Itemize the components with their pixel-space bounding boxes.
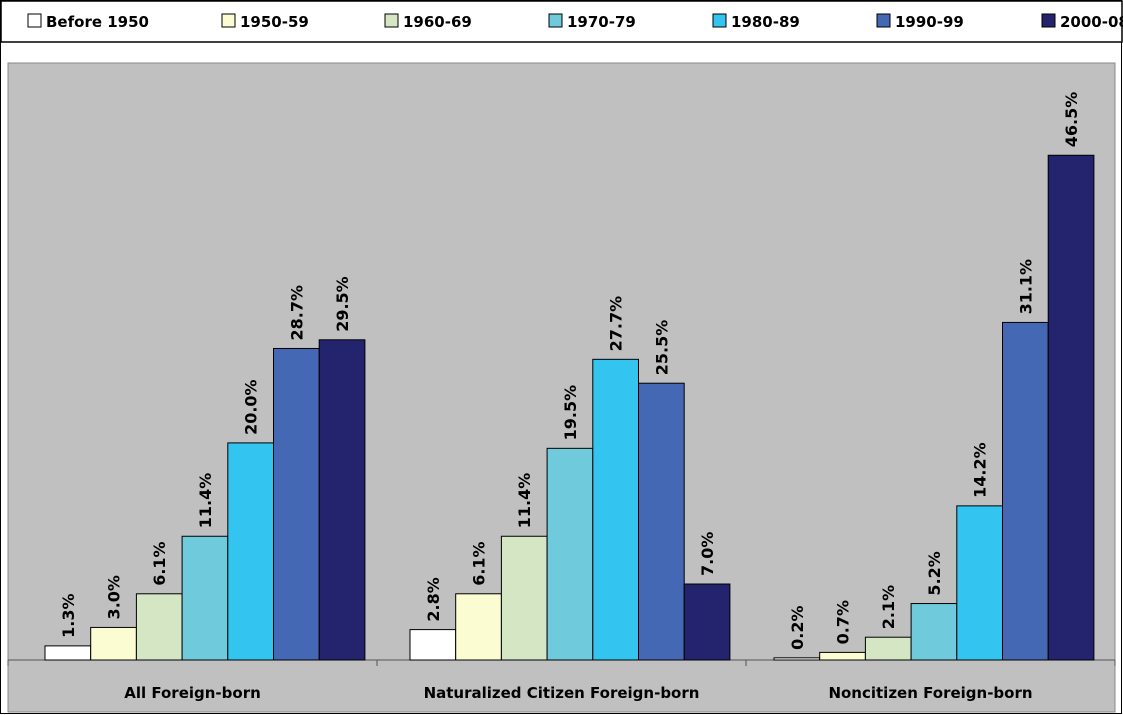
data-label: 11.4%: [196, 473, 215, 529]
bar: [500, 535, 548, 661]
bar: [135, 593, 183, 661]
bar: [683, 583, 731, 661]
data-label: 6.1%: [470, 541, 489, 585]
bar: [819, 651, 866, 661]
bar: [1002, 321, 1049, 661]
bar: [546, 447, 594, 661]
bar: [956, 505, 1003, 661]
bar: [1047, 154, 1095, 661]
data-label: 31.1%: [1016, 259, 1035, 315]
bar: [638, 382, 685, 661]
category-label: Naturalized Citizen Foreign-born: [424, 684, 700, 702]
data-label: 5.2%: [925, 551, 944, 595]
bar: [181, 535, 229, 661]
legend-swatch: [712, 13, 727, 28]
category-label: All Foreign-born: [124, 684, 261, 702]
legend-label: 1970-79: [567, 13, 636, 31]
bar: [773, 657, 821, 661]
data-label: 27.7%: [607, 296, 626, 352]
legend-label: 1990-99: [895, 13, 964, 31]
legend-label: Before 1950: [46, 13, 149, 31]
legend-swatch: [221, 13, 236, 28]
data-label: 19.5%: [561, 385, 580, 441]
data-label: 20.0%: [242, 379, 261, 435]
bar: [864, 636, 912, 661]
data-label: 6.1%: [150, 541, 169, 585]
data-label: 28.7%: [287, 285, 306, 341]
data-label: 3.0%: [105, 575, 124, 619]
data-label: 11.4%: [515, 473, 534, 529]
data-label: 46.5%: [1062, 92, 1081, 148]
legend-swatch: [384, 13, 399, 28]
legend-label: 2000-08: [1060, 13, 1123, 31]
bar: [409, 629, 457, 661]
data-label: 2.1%: [879, 585, 898, 629]
category-label: Noncitizen Foreign-born: [828, 684, 1032, 702]
bar: [318, 339, 366, 661]
bar: [44, 645, 92, 661]
data-label: 1.3%: [59, 594, 78, 638]
bar: [592, 358, 639, 661]
data-label: 0.2%: [788, 605, 807, 649]
bar: [273, 347, 320, 661]
legend-swatch: [548, 13, 563, 28]
data-label: 25.5%: [652, 320, 671, 376]
bar: [910, 603, 958, 661]
legend-label: 1950-59: [240, 13, 309, 31]
bar: [90, 626, 137, 661]
legend-label: 1960-69: [403, 13, 472, 31]
data-label: 0.7%: [834, 600, 853, 644]
data-label: 2.8%: [424, 577, 443, 621]
legend-swatch: [876, 13, 891, 28]
legend-label: 1980-89: [731, 13, 800, 31]
data-label: 14.2%: [971, 442, 990, 498]
legend-swatch: [1041, 13, 1056, 28]
legend-swatch: [27, 13, 42, 28]
data-label: 29.5%: [333, 276, 352, 332]
data-label: 7.0%: [698, 532, 717, 576]
bar: [455, 593, 502, 661]
bar: [227, 442, 275, 661]
